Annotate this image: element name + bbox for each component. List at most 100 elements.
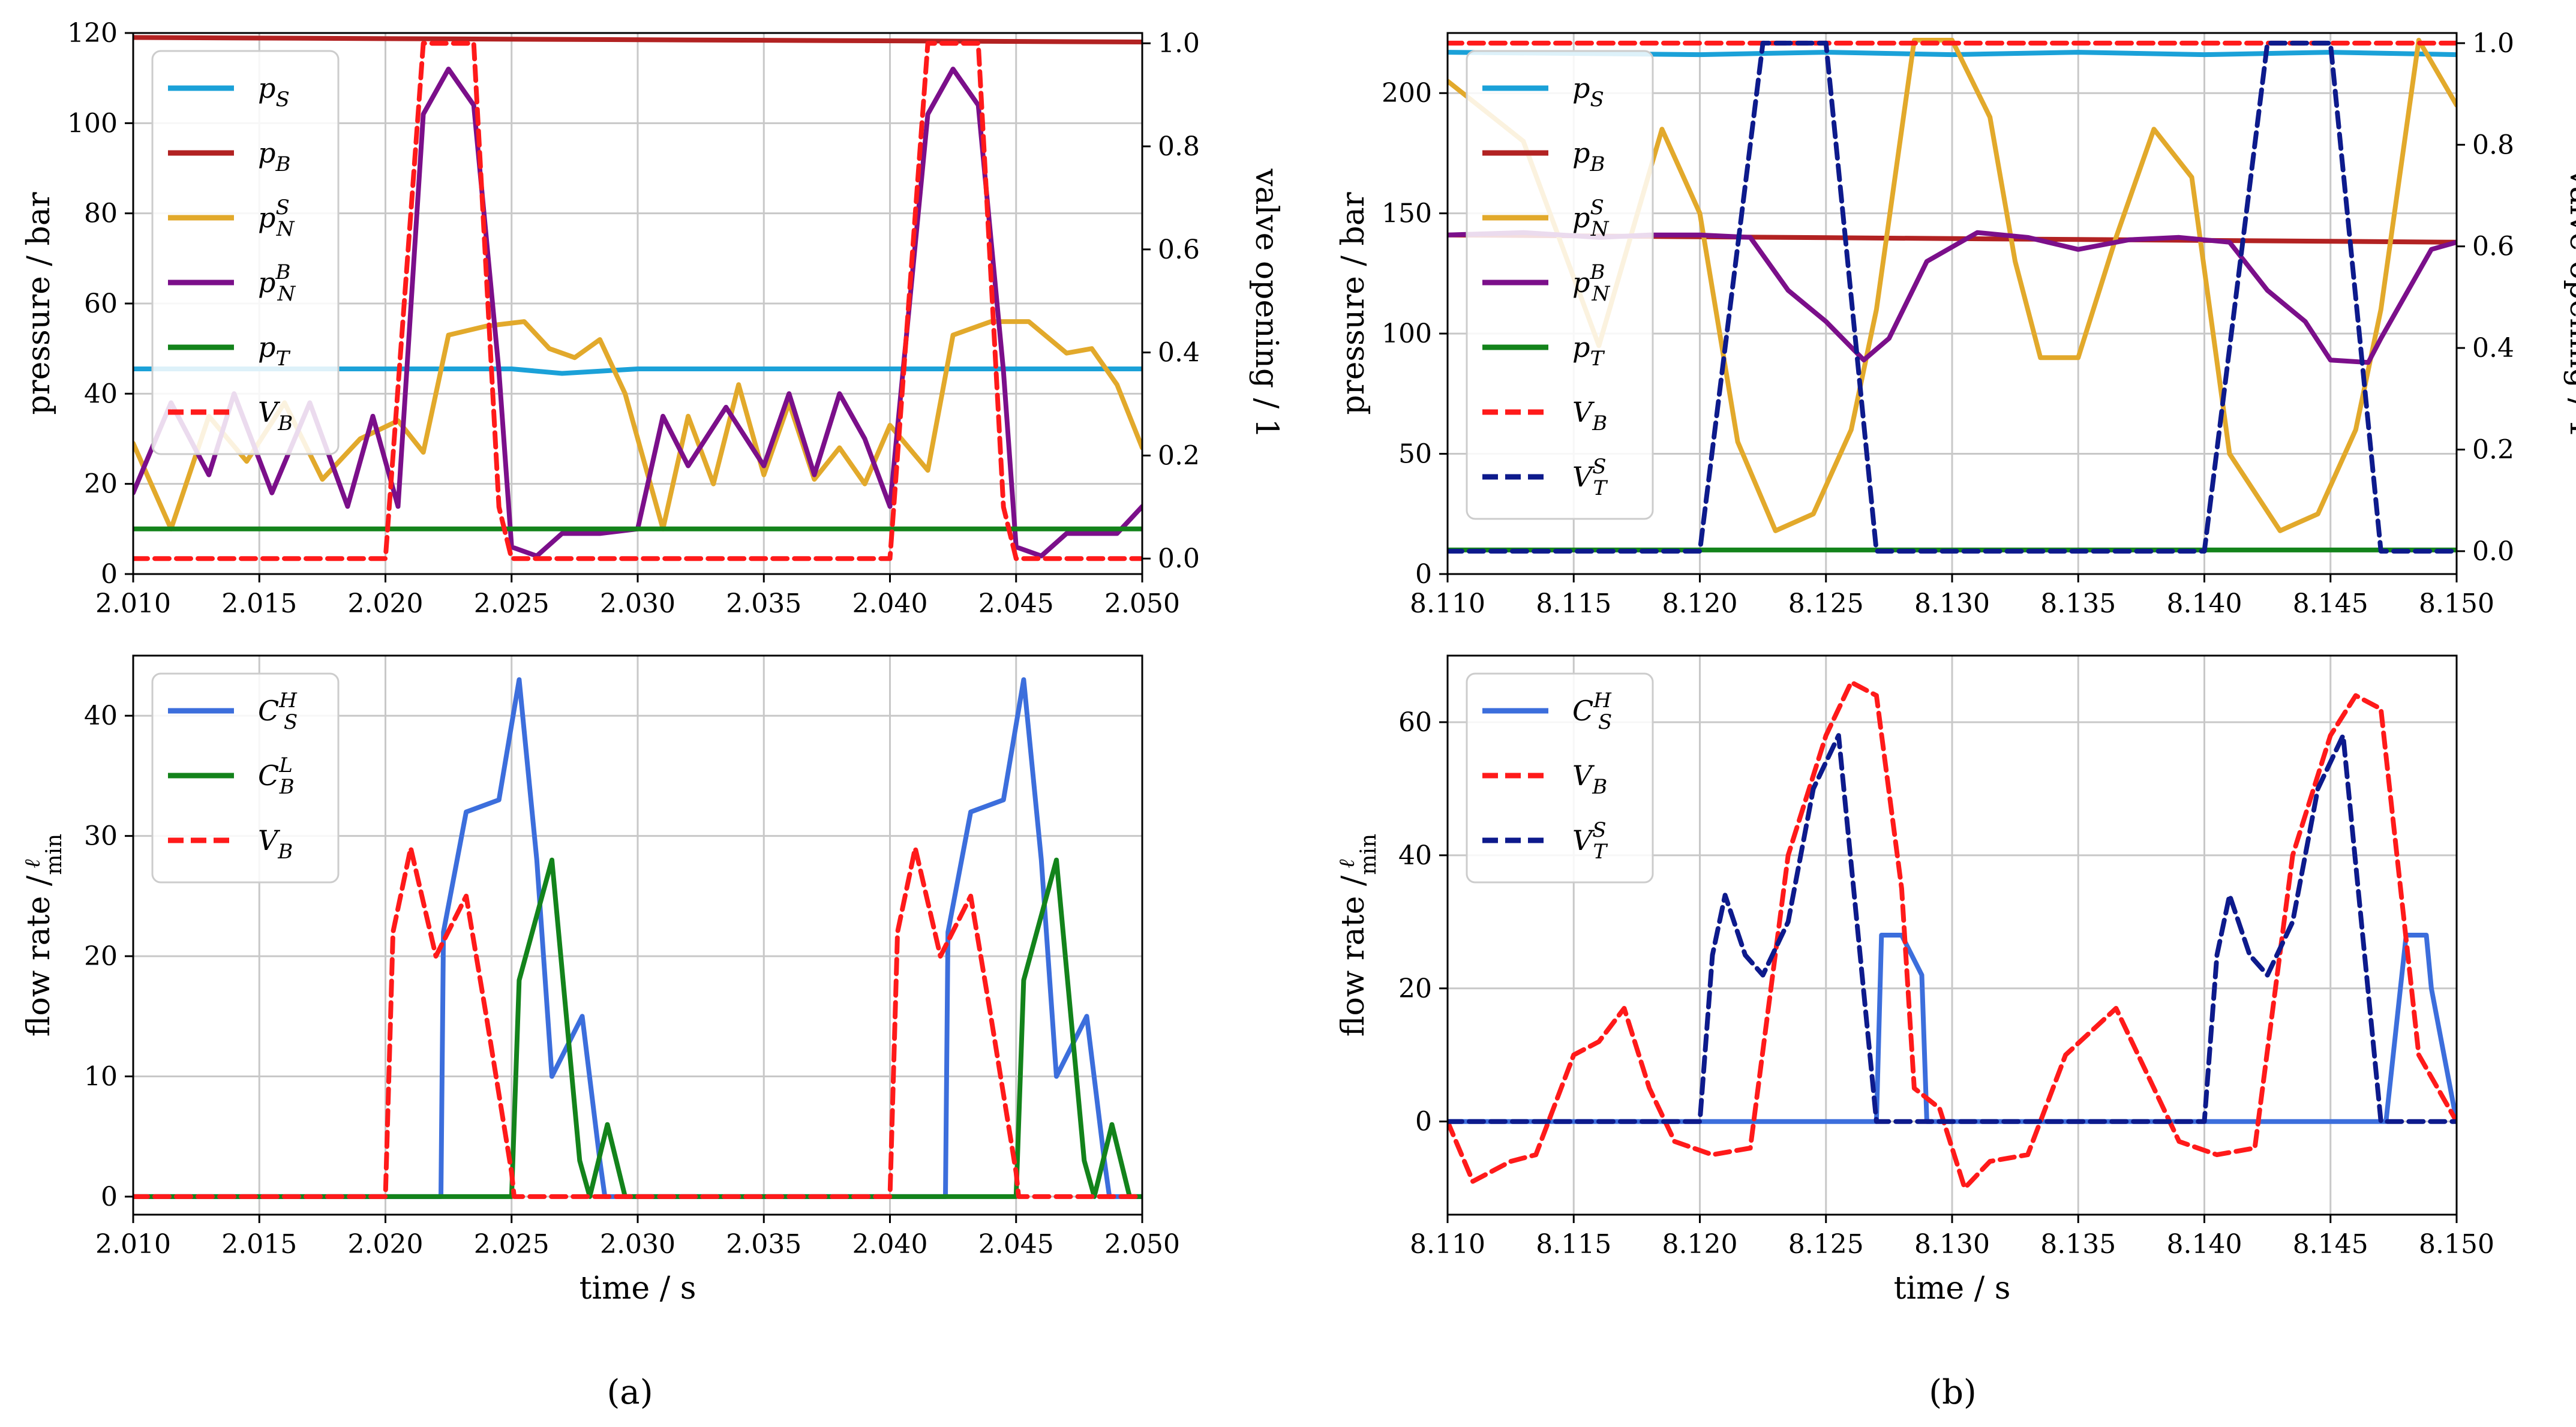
legend-label-p_S: pS xyxy=(258,72,290,112)
x-tick-label: 8.140 xyxy=(2167,1229,2242,1260)
chart-b-bottom-flow-rate: 8.110 8.115 8.120 8.125 8.130 8.135 8.140 8.145… xyxy=(1335,654,2494,1306)
x-tick-label: 8.150 xyxy=(2419,1229,2494,1260)
legend-label-p_T: pT xyxy=(258,331,290,371)
legend-box xyxy=(151,50,340,455)
series-line-p_N_B xyxy=(133,67,1142,558)
y2-tick-label: 0.8 xyxy=(2472,130,2514,160)
x-tick-label: 2.020 xyxy=(348,1229,424,1260)
legend-label-p_B: pB xyxy=(1572,137,1605,176)
x-tick-label: 2.030 xyxy=(600,588,675,619)
series-line-V_T_S xyxy=(1448,733,2457,1124)
y2-tick-label: 0.2 xyxy=(2472,434,2514,465)
y-tick-label: 0 xyxy=(1415,1107,1432,1137)
y2-tick-label: 1.0 xyxy=(2472,28,2514,59)
y2-tick-label: 0.4 xyxy=(2472,333,2514,363)
plot-frame xyxy=(132,654,1143,1216)
y2-axis-label: valve opening / 1 xyxy=(1248,168,1284,438)
plot-frame xyxy=(132,32,1143,575)
legend-box xyxy=(1466,672,1654,884)
x-tick-label: 2.050 xyxy=(1104,1229,1180,1260)
legend-label-C_S_H: CH S xyxy=(258,689,298,734)
series-line-p_B xyxy=(133,35,1142,44)
y-tick-label: 30 xyxy=(84,821,118,852)
y-axis-label: flow rate /ℓmin xyxy=(1335,834,1381,1037)
legend-label-C_B_L: CL B xyxy=(258,753,295,799)
y-tick-label: 120 xyxy=(67,18,118,49)
series-line-V_B xyxy=(133,845,1142,1199)
x-tick-label: 2.045 xyxy=(978,588,1054,619)
y-tick-label: 20 xyxy=(1398,974,1432,1004)
y2-tick-label: 0.6 xyxy=(1158,235,1200,265)
plot-frame xyxy=(1446,32,2458,575)
y-tick-label: 10 xyxy=(84,1062,118,1092)
x-axis-label: time / s xyxy=(580,1270,696,1306)
x-tick-label: 8.150 xyxy=(2419,588,2494,619)
y-tick-label: 150 xyxy=(1382,199,1432,229)
y-tick-label: 0 xyxy=(1415,559,1432,590)
y2-tick-label: 0.2 xyxy=(1158,440,1200,471)
y-tick-label: 50 xyxy=(1398,439,1432,470)
y-tick-label: 0 xyxy=(101,559,118,590)
y-tick-label: 60 xyxy=(84,289,118,319)
series-line-V_B xyxy=(133,41,1142,561)
y2-tick-label: 1.0 xyxy=(1158,28,1200,59)
y-tick-label: 40 xyxy=(1398,840,1432,871)
y2-tick-label: 0.0 xyxy=(1158,543,1200,574)
x-tick-label: 2.015 xyxy=(221,1229,297,1260)
x-tick-label: 8.120 xyxy=(1662,1229,1738,1260)
chart-a-bottom-flow-rate: 2.010 2.015 2.020 2.025 2.030 2.035 2.040 2.045… xyxy=(20,654,1180,1306)
x-tick-label: 2.025 xyxy=(474,1229,550,1260)
x-tick-label: 8.115 xyxy=(1536,1229,1611,1260)
x-tick-label: 2.040 xyxy=(852,588,928,619)
y-tick-label: 40 xyxy=(84,701,118,731)
series-line-p_N_S xyxy=(133,319,1142,531)
x-tick-label: 8.120 xyxy=(1662,588,1738,619)
series-line-p_S xyxy=(1448,50,2457,58)
x-tick-label: 8.140 xyxy=(2167,588,2242,619)
legend-label-p_N_S: pS N xyxy=(258,196,295,241)
series-line-V_T_S xyxy=(1448,40,2457,554)
y-axis-label: flow rate /ℓmin xyxy=(20,834,67,1037)
x-axis-label: time / s xyxy=(1894,1270,2011,1306)
chart-b-top-pressure: 8.110 8.115 8.120 8.125 8.130 8.135 8.140 8.145… xyxy=(1335,28,2576,619)
x-tick-label: 8.145 xyxy=(2293,588,2368,619)
x-tick-label: 2.045 xyxy=(978,1229,1054,1260)
y-tick-label: 100 xyxy=(1382,319,1432,349)
panel-label-b: (b) xyxy=(1929,1373,1977,1412)
y2-tick-label: 0.0 xyxy=(2472,536,2514,567)
x-tick-label: 2.010 xyxy=(95,1229,171,1260)
legend-label-C_S_H: CH S xyxy=(1572,689,1612,734)
series-line-p_N_S xyxy=(1448,38,2457,533)
legend-label-p_N_B: pB N xyxy=(1572,260,1610,306)
x-tick-label: 8.110 xyxy=(1410,1229,1485,1260)
legend-box xyxy=(1466,50,1654,520)
x-tick-label: 2.010 xyxy=(95,588,171,619)
x-tick-label: 8.135 xyxy=(2040,1229,2116,1260)
x-tick-label: 8.110 xyxy=(1410,588,1485,619)
y2-axis-label: valve opening / 1 xyxy=(2563,168,2576,438)
x-tick-label: 2.025 xyxy=(474,588,550,619)
x-tick-label: 2.040 xyxy=(852,1229,928,1260)
x-tick-label: 8.130 xyxy=(1914,1229,1990,1260)
x-tick-label: 2.035 xyxy=(726,1229,801,1260)
legend-label-V_B: VB xyxy=(258,396,293,435)
legend-label-p_T: pT xyxy=(1572,331,1605,371)
y-tick-label: 100 xyxy=(67,108,118,139)
legend-label-p_S: pS xyxy=(1572,72,1604,112)
y-tick-label: 200 xyxy=(1382,78,1432,109)
y-tick-label: 20 xyxy=(84,469,118,500)
plot-frame xyxy=(1446,654,2458,1216)
y2-tick-label: 0.8 xyxy=(1158,131,1200,162)
y-tick-label: 40 xyxy=(84,378,118,409)
x-tick-label: 8.130 xyxy=(1914,588,1990,619)
legend-label-V_B: VB xyxy=(1572,759,1607,799)
legend-label-V_B: VB xyxy=(258,824,293,864)
y2-tick-label: 0.4 xyxy=(1158,338,1200,368)
x-tick-label: 8.115 xyxy=(1536,588,1611,619)
x-tick-label: 2.020 xyxy=(348,588,424,619)
series-line-p_N_B xyxy=(1448,230,2457,365)
panel-label-a: (a) xyxy=(607,1373,653,1412)
y-tick-label: 60 xyxy=(1398,707,1432,738)
legend-label-p_N_S: pS N xyxy=(1572,196,1610,241)
y-axis-label: pressure / bar xyxy=(21,192,57,414)
